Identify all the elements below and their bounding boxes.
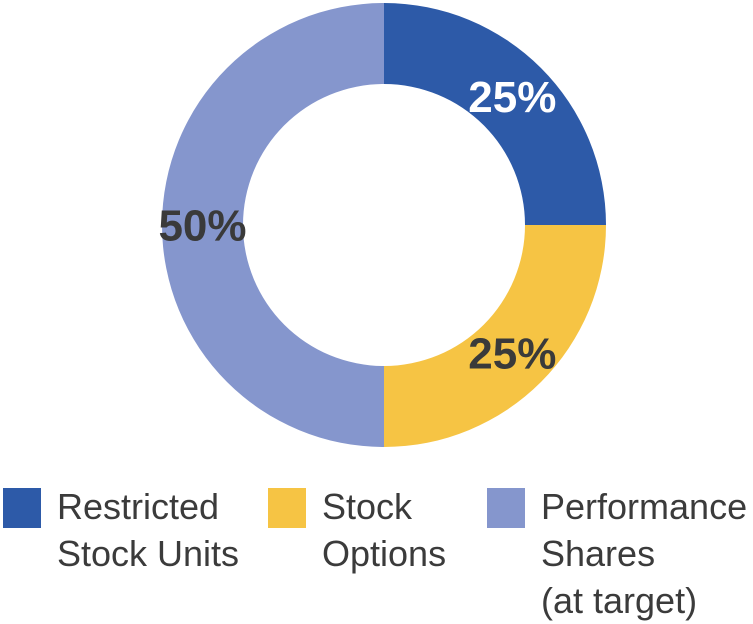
slice-value-label-restricted-stock-units: 25% [468, 73, 556, 122]
legend-swatch-stock-options [268, 488, 306, 528]
slice-value-label-stock-options: 25% [468, 330, 556, 379]
legend-item-restricted-stock-units: Restricted Stock Units [3, 486, 239, 577]
legend-label-stock-options: Stock Options [322, 486, 447, 574]
legend-swatch-restricted-stock-units [3, 488, 41, 528]
legend-item-performance-shares-at-target: Performance Shares (at target) [487, 486, 747, 624]
donut-chart: 25% 25% 50% [158, 3, 606, 447]
segment-stock-options [384, 225, 606, 447]
segment-restricted-stock-units [384, 3, 606, 225]
chart-legend: Restricted Stock Units Stock Options Perfo… [0, 486, 753, 624]
segment-performance-shares-at-target [162, 3, 384, 447]
legend-swatch-performance-shares-at-target [487, 488, 525, 528]
legend-label-restricted-stock-units: Restricted Stock Units [57, 486, 240, 574]
legend-label-performance-shares-at-target: Performance Shares (at target) [541, 486, 748, 621]
slice-value-label-performance-shares-at-target: 50% [158, 201, 246, 250]
legend-item-stock-options: Stock Options [268, 486, 446, 577]
